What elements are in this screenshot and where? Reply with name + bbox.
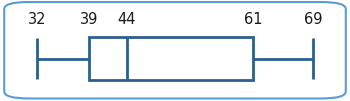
Text: 39: 39 bbox=[80, 12, 99, 27]
Text: 61: 61 bbox=[244, 12, 262, 27]
Bar bbox=[89, 37, 253, 80]
Text: 69: 69 bbox=[303, 12, 322, 27]
Text: 32: 32 bbox=[28, 12, 47, 27]
Text: 44: 44 bbox=[117, 12, 136, 27]
